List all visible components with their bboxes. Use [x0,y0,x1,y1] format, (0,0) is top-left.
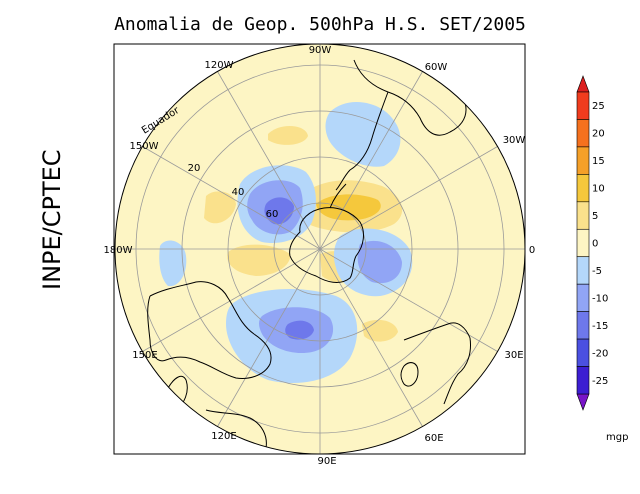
colorbar-unit: mgp [606,432,628,443]
colorbar: 25 20 15 10 5 0 -5 -10 -15 -20 -25 mgp [576,75,628,443]
colorbar-swatch [576,201,590,230]
map-title: Anomalia de Geop. 500hPa H.S. SET/2005 [114,14,526,35]
anomaly-field [115,44,525,454]
lon-label-60e: 60E [424,433,443,444]
lon-label-180w: 180W [104,245,133,256]
asia-coast [205,409,267,449]
colorbar-swatch [576,256,590,285]
africa-coast [403,322,471,405]
lon-label-30e: 30E [504,350,523,361]
antarctic-peninsula [329,183,347,209]
colorbar-tick-label: -25 [592,376,608,387]
colorbar-swatch [576,228,590,258]
coastlines [147,59,471,449]
negative-anomaly-5-core [285,320,314,340]
colorbar-tick-label: 10 [592,184,605,195]
colorbar-tick-label: 0 [592,239,598,250]
colorbar-bottom-arrow [576,393,590,411]
colorbar-swatch [576,366,590,395]
lon-label-120w: 120W [205,60,234,71]
colorbar-tick-label: -20 [592,348,608,359]
longitude-labels: 90W 60W 30W 0 30E 60E 90E 120E 150E 180W… [104,45,536,467]
lon-label-150e: 150E [132,350,157,361]
positive-anomaly-1 [268,125,308,145]
colorbar-tick-label: 15 [592,156,605,167]
colorbar-swatch [576,283,590,312]
negative-anomaly-4-core [357,240,402,284]
lat-label-60: 60 [266,209,279,220]
colorbar-tick-label: 25 [592,101,605,112]
positive-anomaly-3-core [316,194,381,221]
australia-coast [147,281,272,379]
colorbar-tick-label: -10 [592,293,608,304]
colorbar-swatch [576,91,590,120]
colorbar-swatch [576,119,590,148]
lat-label-40: 40 [232,187,245,198]
colorbar-swatch [576,338,590,367]
colorbar-tick-label: -15 [592,321,608,332]
colorbar-swatch [576,311,590,340]
lon-label-150w: 150W [130,141,159,152]
lon-label-0: 0 [529,245,535,256]
colorbar-tick-label: 20 [592,129,605,140]
map-border [114,43,526,455]
negative-anomaly-3 [159,240,187,287]
lon-label-30w: 30W [503,135,526,146]
meridians [115,44,525,454]
lon-label-90e: 90E [317,456,336,467]
colorbar-swatch [576,146,590,175]
antarctica-coast [289,207,364,283]
lon-label-90w: 90W [309,45,332,56]
colorbar-top-arrow [576,75,590,93]
positive-anomaly-2 [204,191,236,224]
lat-label-20: 20 [188,163,201,174]
lon-label-120e: 120E [211,431,236,442]
madagascar-coast [400,362,419,387]
negative-anomaly-1 [325,101,401,167]
colorbar-swatch [576,174,590,203]
lon-label-60w: 60W [425,62,448,73]
colorbar-tick-label: 5 [592,211,598,222]
colorbar-tick-label: -5 [592,266,602,277]
